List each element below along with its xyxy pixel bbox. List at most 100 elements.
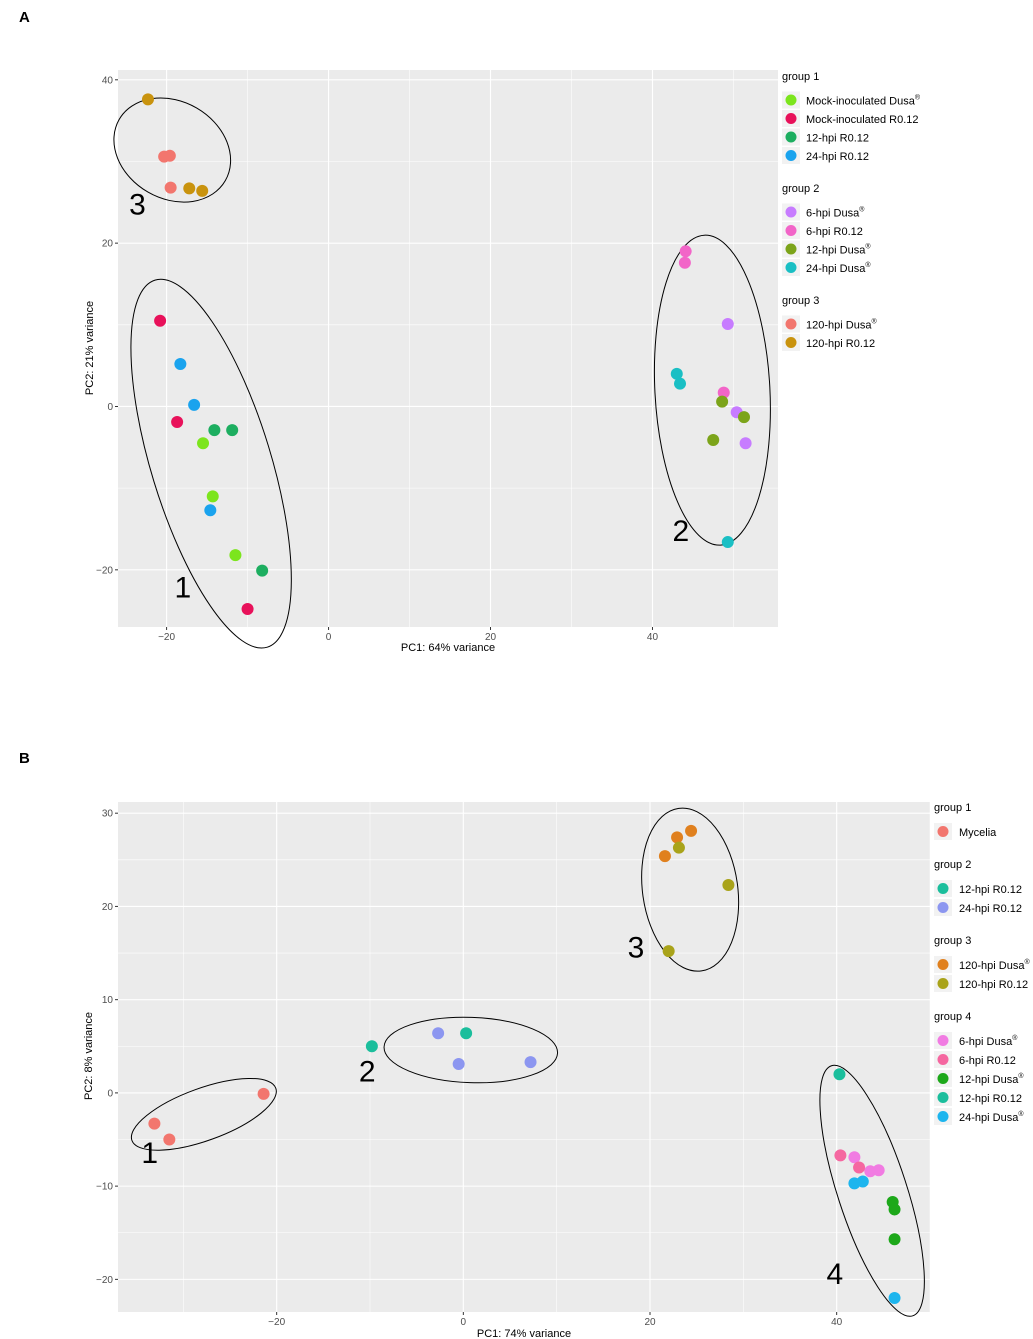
legend-swatch — [937, 978, 949, 989]
legend-item-label: Mock-inoculated Dusa® — [806, 94, 921, 108]
x-tick-label: 20 — [644, 1317, 656, 1328]
panel-a-label: A — [19, 9, 30, 26]
legend-swatch — [937, 826, 949, 837]
legend-group-title: group 1 — [782, 71, 819, 83]
panel-a-cluster-labels: 1 2 3 — [129, 189, 689, 605]
point-120-hpi-r0-12 — [141, 93, 154, 106]
point-24-hpi-dusa — [888, 1292, 901, 1305]
legend-swatch — [785, 243, 797, 255]
point-6-hpi-r0-12 — [853, 1161, 866, 1174]
point-12-hpi-r0-12 — [365, 1040, 378, 1053]
point-6-hpi-r0-12 — [679, 245, 692, 258]
legend-group-title: group 3 — [782, 295, 819, 307]
point-mock-inoculated-r0-12 — [154, 314, 167, 327]
cluster-label-2: 2 — [359, 1056, 376, 1089]
legend-item-label: 24-hpi Dusa® — [959, 1110, 1024, 1124]
panel-b-grid — [118, 802, 931, 1312]
panel-a-ellipses — [113, 97, 771, 649]
cluster-label-1: 1 — [174, 572, 191, 605]
point-mycelia — [163, 1133, 176, 1146]
y-tick-label: −20 — [96, 565, 113, 576]
legend-swatch — [937, 902, 949, 913]
panel-a-x-ticks: −20 0 20 40 — [158, 627, 658, 643]
legend-swatch — [937, 1073, 949, 1084]
panel-a-legend: group 1 Mock-inoculated Dusa® Mock-inocula… — [782, 71, 921, 351]
legend-group-title: group 2 — [782, 183, 819, 195]
cluster-label-4: 4 — [826, 1258, 843, 1291]
point-12-hpi-dusa — [716, 395, 729, 408]
legend-item-label: 6-hpi R0.12 — [806, 226, 863, 238]
legend-item-label: 120-hpi R0.12 — [806, 338, 875, 350]
legend-swatch — [937, 1035, 949, 1046]
legend-item-label: 24-hpi R0.12 — [806, 151, 869, 163]
legend-swatch — [937, 1092, 949, 1103]
panel-a-y-ticks: −20 0 20 40 — [96, 75, 118, 576]
legend-swatch — [937, 959, 949, 970]
point-12-hpi-r0-12 — [208, 424, 221, 437]
point-24-hpi-dusa — [674, 377, 687, 390]
cluster-ellipse-2 — [383, 1016, 559, 1084]
point-6-hpi-r0-12 — [834, 1149, 847, 1162]
legend-swatch — [785, 206, 797, 218]
point-6-hpi-r0-12 — [678, 256, 691, 269]
legend-swatch — [785, 318, 797, 330]
point-6-hpi-dusa — [739, 437, 752, 450]
legend-item-label: 12-hpi Dusa® — [959, 1072, 1024, 1086]
point-12-hpi-r0-12 — [256, 564, 269, 577]
point-24-hpi-r0-12 — [174, 358, 187, 371]
point-24-hpi-r0-12 — [524, 1056, 537, 1069]
point-12-hpi-dusa — [737, 411, 750, 424]
point-120-hpi-r0-12 — [672, 841, 685, 854]
legend-swatch — [785, 337, 797, 348]
point-12-hpi-r0-12 — [460, 1027, 473, 1040]
x-tick-label: 0 — [326, 632, 332, 643]
point-6-hpi-dusa — [872, 1164, 885, 1177]
point-12-hpi-r0-12 — [833, 1068, 846, 1081]
point-120-hpi-dusa — [163, 149, 176, 162]
legend-swatch — [785, 131, 797, 143]
cluster-ellipse-3 — [113, 97, 232, 203]
panel-b-label: B — [19, 750, 30, 767]
legend-group-title: group 4 — [934, 1011, 971, 1023]
panel-a-grid — [118, 70, 778, 627]
point-mycelia — [148, 1117, 161, 1130]
point-6-hpi-dusa — [848, 1151, 861, 1164]
x-tick-label: 0 — [461, 1317, 467, 1328]
point-24-hpi-dusa — [856, 1175, 869, 1188]
point-24-hpi-dusa — [670, 367, 683, 380]
y-tick-label: 10 — [102, 995, 114, 1006]
panel-b-legend: group 1 Mycelia group 2 12-hpi R0.12 24-hpi … — [934, 802, 1030, 1125]
x-tick-label: 20 — [485, 632, 497, 643]
cluster-ellipse-1 — [130, 278, 292, 649]
point-120-hpi-dusa — [658, 850, 671, 863]
y-tick-label: 20 — [102, 902, 114, 913]
point-mock-inoculated-dusa — [229, 549, 242, 562]
panel-b-points — [148, 824, 901, 1305]
point-120-hpi-r0-12 — [183, 182, 196, 195]
point-mock-inoculated-r0-12 — [171, 416, 184, 429]
legend-swatch — [937, 1054, 949, 1065]
legend-swatch — [785, 113, 797, 124]
legend-item-label: 12-hpi R0.12 — [806, 133, 869, 145]
point-6-hpi-dusa — [721, 317, 734, 330]
point-12-hpi-dusa — [888, 1203, 901, 1216]
panel-b-plot-background — [118, 802, 930, 1312]
legend-swatch — [937, 1111, 949, 1122]
panel-b-y-ticks: −20 −10 0 10 20 30 — [96, 809, 118, 1286]
x-tick-label: 40 — [831, 1317, 843, 1328]
cluster-ellipse-3 — [641, 807, 740, 972]
panel-b-x-ticks: −20 0 20 40 — [268, 1312, 843, 1328]
legend-item-label: 6-hpi R0.12 — [959, 1055, 1016, 1067]
x-tick-label: −20 — [268, 1317, 285, 1328]
point-mock-inoculated-dusa — [206, 490, 219, 503]
point-120-hpi-dusa — [671, 831, 684, 844]
panel-a-x-axis-title: PC1: 64% variance — [401, 642, 495, 654]
panel-b: B 1 2 3 4 −20 0 20 40 −20 −10 0 10 20 30 PC1: 74% v… — [19, 750, 1030, 1339]
point-24-hpi-r0-12 — [452, 1057, 465, 1070]
legend-item-label: 120-hpi R0.12 — [959, 979, 1028, 991]
legend-item-label: 24-hpi Dusa® — [806, 261, 871, 275]
point-24-hpi-r0-12 — [432, 1027, 445, 1040]
point-120-hpi-r0-12 — [722, 878, 735, 891]
panel-b-cluster-labels: 1 2 3 4 — [141, 932, 843, 1291]
legend-item-label: 6-hpi Dusa® — [806, 206, 865, 220]
